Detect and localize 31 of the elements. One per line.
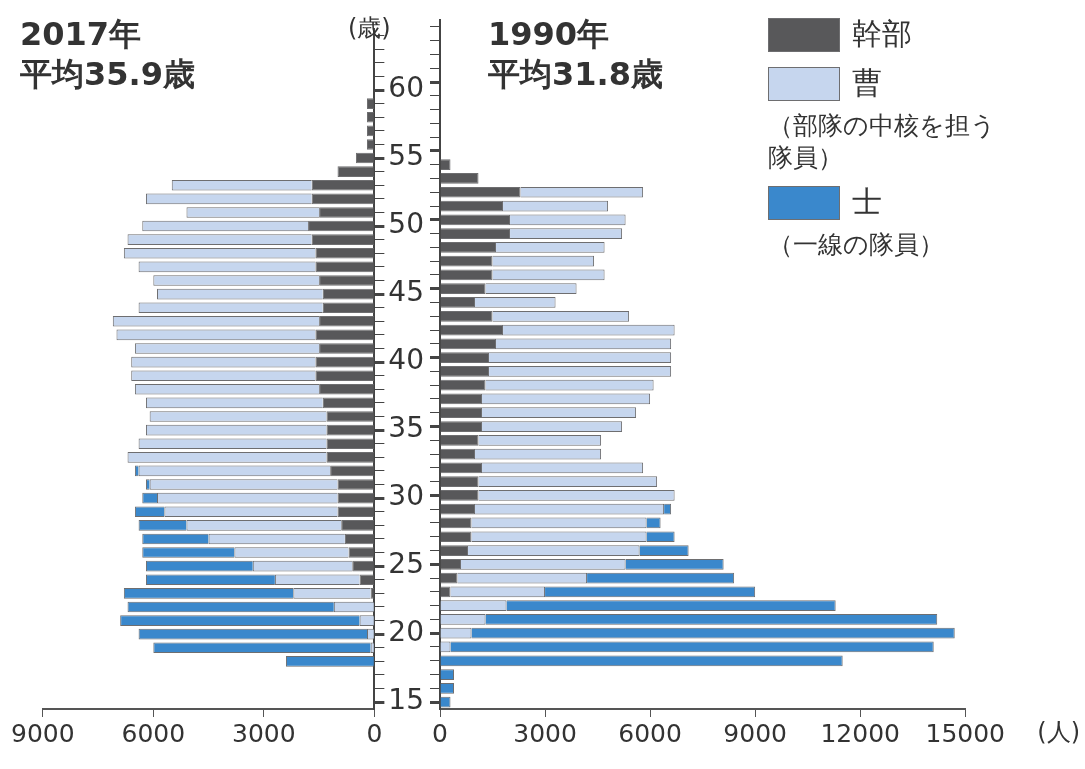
y-tick-label: 45 [388,275,425,309]
legend-label: 曹 [852,64,882,102]
x-axis-title: (人) [1037,717,1080,748]
x-tick-label: 3000 [513,718,577,748]
legend-label: 幹部 [852,15,912,53]
x-tick-label: 6000 [618,718,682,748]
x-tick-label: 9000 [11,718,75,748]
y-tick-label: 35 [388,411,425,445]
y-tick-label: 60 [388,71,425,105]
x-tick-label: 0 [432,718,448,748]
x-tick-label: 0 [366,718,383,748]
y-tick-label: 15 [388,683,425,717]
y-tick-label: 30 [388,479,425,513]
y-tick-label: 50 [388,207,425,241]
chart-title: 2017年 [20,14,143,54]
y-tick-label: 40 [388,343,425,377]
y-tick-label: 25 [388,547,425,581]
legend-label: 士 [852,183,882,221]
x-tick-label: 9000 [723,718,787,748]
x-tick-label: 6000 [121,718,186,748]
x-tick-label: 15000 [925,718,1005,748]
y-tick-label: 55 [388,139,425,173]
text: 平均31.8歳 [488,54,663,94]
text: 平均35.9歳 [20,54,195,94]
y-axis-title: (歳) [348,13,391,44]
y-tick-label: 20 [388,615,425,649]
annotation: （一線の隊員） [768,229,945,261]
x-tick-label: 3000 [232,718,296,748]
x-tick-label: 12000 [820,718,900,748]
annotation: （部隊の中核を担う隊員） [768,110,997,174]
chart-title: 1990年 [488,14,611,54]
